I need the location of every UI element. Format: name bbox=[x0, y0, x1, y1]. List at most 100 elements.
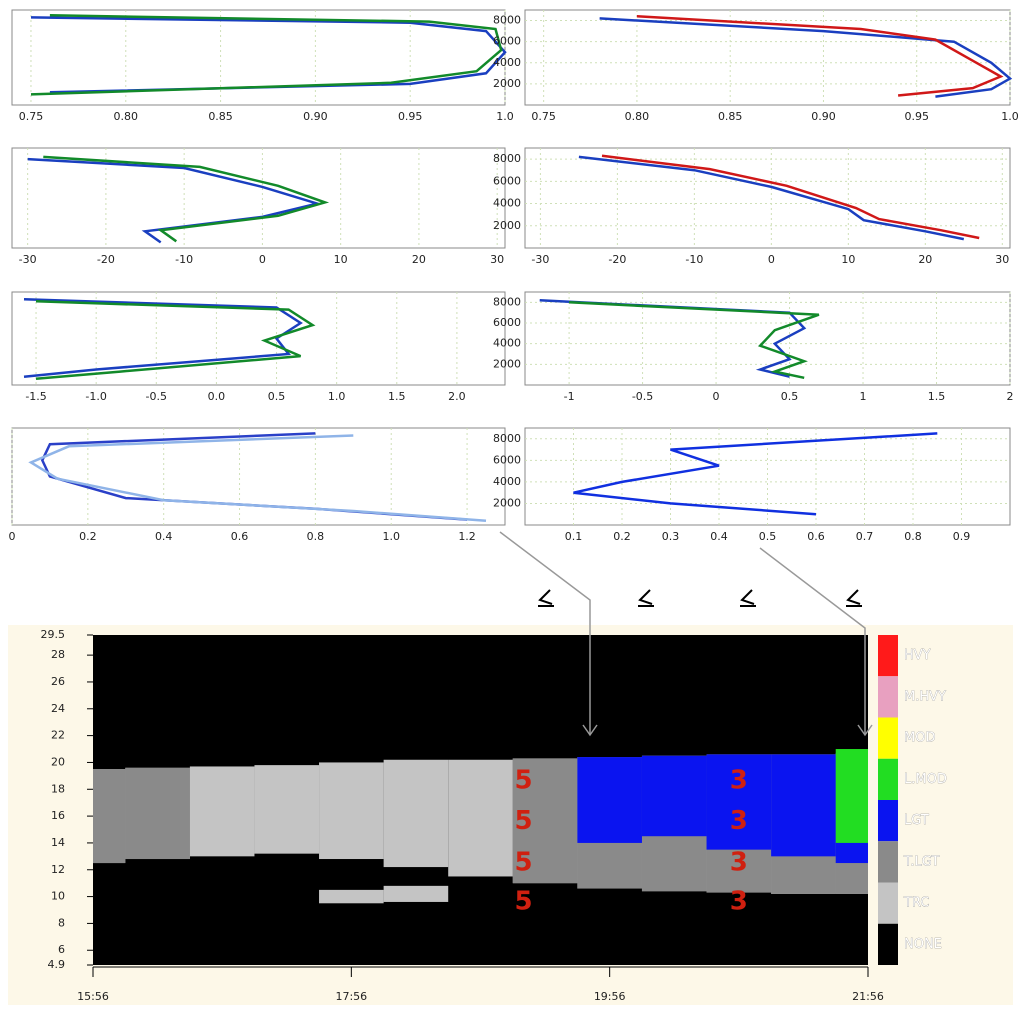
legend-label: T.LGT bbox=[903, 854, 939, 869]
x-tick-label: -0.5 bbox=[146, 390, 167, 403]
annotation: 3 bbox=[730, 766, 748, 796]
y-tick-label: 4000 bbox=[493, 475, 521, 488]
x-tick-label: 0.75 bbox=[19, 110, 44, 123]
x-tick-label: 0.2 bbox=[613, 530, 631, 543]
y-tick-label: 8000 bbox=[493, 295, 521, 308]
legend-swatch bbox=[878, 717, 898, 759]
annotation: 5 bbox=[515, 806, 533, 836]
x-tick-label: 1 bbox=[860, 390, 867, 403]
y-tick-label: 4000 bbox=[493, 197, 521, 210]
legend-swatch bbox=[878, 758, 898, 800]
x-tick-label: 30 bbox=[995, 253, 1009, 266]
x-tick-label: 0.7 bbox=[856, 530, 874, 543]
legend-swatch bbox=[878, 635, 898, 677]
y-tick-label: 8000 bbox=[493, 432, 521, 445]
profile-line bbox=[599, 17, 1013, 98]
x-tick-label: 0.2 bbox=[79, 530, 97, 543]
layer-cell bbox=[771, 754, 836, 857]
y-tick-label: 20 bbox=[51, 755, 65, 768]
x-tick-label: 0 bbox=[713, 390, 720, 403]
profile-line bbox=[569, 301, 820, 380]
y-tick-label: 8 bbox=[58, 916, 65, 929]
legend-label: HVY bbox=[904, 648, 931, 663]
profile-line bbox=[578, 155, 965, 241]
x-tick-label: 0.90 bbox=[303, 110, 328, 123]
y-tick-label: 6000 bbox=[493, 453, 521, 466]
x-tick-label: 0.6 bbox=[231, 530, 249, 543]
legend-swatch bbox=[878, 841, 898, 883]
y-tick-label: 6000 bbox=[493, 174, 521, 187]
x-tick-label: 17:56 bbox=[335, 990, 367, 1003]
annotation: 3 bbox=[730, 886, 748, 916]
x-tick-label: 1.2 bbox=[458, 530, 476, 543]
layer-cell bbox=[319, 762, 384, 860]
layer-cell bbox=[577, 757, 642, 843]
profile-line bbox=[28, 434, 487, 522]
y-tick-label: 12 bbox=[51, 863, 65, 876]
x-tick-label: 0.0 bbox=[208, 390, 226, 403]
x-tick-label: -30 bbox=[531, 253, 549, 266]
x-tick-label: 0.4 bbox=[710, 530, 728, 543]
legend-swatch bbox=[878, 923, 898, 965]
y-tick-label: 29.5 bbox=[41, 628, 66, 641]
y-tick-label: 8000 bbox=[493, 152, 521, 165]
x-tick-label: 0 bbox=[9, 530, 16, 543]
legend-label: LGT bbox=[904, 813, 929, 828]
x-tick-label: 19:56 bbox=[594, 990, 626, 1003]
y-tick-label: 14 bbox=[51, 836, 65, 849]
x-tick-label: 0.5 bbox=[759, 530, 777, 543]
profile-line bbox=[30, 16, 507, 94]
y-tick-label: 4000 bbox=[493, 56, 521, 69]
x-tick-label: 0.80 bbox=[114, 110, 139, 123]
x-tick-label: 2.0 bbox=[448, 390, 466, 403]
arrow bbox=[759, 547, 866, 735]
y-tick-label: 4000 bbox=[493, 337, 521, 350]
profile-line bbox=[636, 15, 1004, 97]
layer-cell bbox=[319, 889, 384, 904]
arrow-head bbox=[857, 724, 873, 737]
y-tick-label: 6000 bbox=[493, 316, 521, 329]
x-tick-label: 0.85 bbox=[208, 110, 233, 123]
x-tick-label: 0 bbox=[259, 253, 266, 266]
layer-cell bbox=[189, 766, 255, 857]
x-tick-label: 0.8 bbox=[307, 530, 325, 543]
layer-cell bbox=[93, 769, 126, 864]
y-tick-label: 8000 bbox=[493, 14, 521, 27]
x-tick-label: 0.90 bbox=[811, 110, 836, 123]
x-tick-label: -10 bbox=[685, 253, 703, 266]
icon bbox=[638, 589, 654, 607]
x-tick-label: 0.4 bbox=[155, 530, 173, 543]
legend-label: M.HVY bbox=[904, 689, 946, 704]
x-tick-label: 0.80 bbox=[625, 110, 650, 123]
arrows bbox=[499, 531, 873, 737]
arrow-head bbox=[582, 724, 598, 737]
annotation: 5 bbox=[515, 848, 533, 878]
annotation: 3 bbox=[730, 806, 748, 836]
x-tick-label: -1 bbox=[564, 390, 575, 403]
x-tick-label: 0.1 bbox=[565, 530, 583, 543]
legend-swatch bbox=[878, 882, 898, 924]
x-tick-label: 15:56 bbox=[77, 990, 109, 1003]
x-tick-label: 0.9 bbox=[953, 530, 971, 543]
plot-frame bbox=[11, 9, 506, 106]
profile-line bbox=[30, 14, 503, 96]
legend-label: MOD bbox=[904, 731, 935, 746]
icon bbox=[846, 589, 862, 607]
legend-label: TRC bbox=[903, 896, 929, 911]
layer-cell bbox=[254, 765, 320, 854]
x-tick-label: -1.0 bbox=[85, 390, 106, 403]
x-tick-label: 0.85 bbox=[718, 110, 743, 123]
y-tick-label: 6000 bbox=[493, 35, 521, 48]
x-tick-label: 1.5 bbox=[388, 390, 406, 403]
y-tick-label: 16 bbox=[51, 809, 65, 822]
layer-cell bbox=[448, 759, 513, 877]
x-tick-label: -20 bbox=[608, 253, 626, 266]
x-tick-label: 1.5 bbox=[928, 390, 946, 403]
x-tick-label: 1.0 bbox=[1001, 110, 1019, 123]
x-tick-label: 0.75 bbox=[531, 110, 556, 123]
x-tick-label: 10 bbox=[841, 253, 855, 266]
y-tick-label: 10 bbox=[51, 890, 65, 903]
x-tick-label: 21:56 bbox=[852, 990, 884, 1003]
icons bbox=[538, 589, 862, 607]
